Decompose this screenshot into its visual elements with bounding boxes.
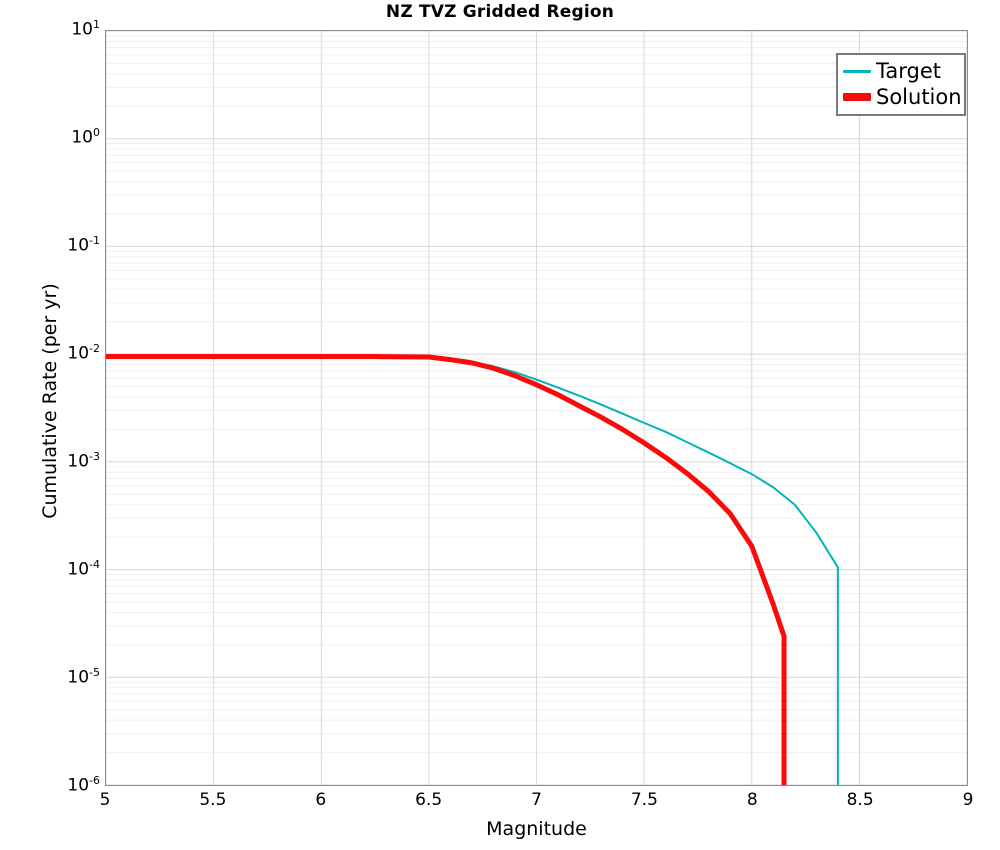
x-tick-label: 7 xyxy=(531,790,542,810)
y-tick-label: 100 xyxy=(71,126,100,148)
x-tick-label: 6 xyxy=(315,790,327,810)
y-tick-label: 10-1 xyxy=(67,234,100,256)
data-curves xyxy=(106,354,839,785)
legend-label-target: Target xyxy=(876,59,941,83)
x-tick-label: 8 xyxy=(746,790,758,810)
x-tick-label: 5.5 xyxy=(199,790,227,810)
legend-item-solution: Solution xyxy=(843,84,962,110)
legend-line-swatch-solution xyxy=(843,93,871,101)
legend-line-swatch-target xyxy=(843,69,871,73)
y-tick-label: 10-3 xyxy=(67,450,100,472)
y-tick-label: 10-5 xyxy=(67,666,100,688)
x-tick-label: 5 xyxy=(99,790,111,810)
series-line-target xyxy=(106,355,839,785)
plot-area xyxy=(105,30,968,786)
y-tick-label: 10-4 xyxy=(67,558,100,580)
series-line-solution xyxy=(106,354,787,785)
legend-item-target: Target xyxy=(843,58,959,84)
legend-label-solution: Solution xyxy=(876,85,962,109)
x-axis-label: Magnitude xyxy=(486,818,587,840)
x-tick-label: 9 xyxy=(962,790,974,810)
x-tick-label: 7.5 xyxy=(630,790,658,810)
chart-legend: Target Solution xyxy=(836,53,966,116)
x-tick-label: 6.5 xyxy=(415,790,443,810)
x-tick-label: 8.5 xyxy=(846,790,874,810)
y-tick-label: 10-2 xyxy=(67,342,100,364)
y-tick-label: 101 xyxy=(71,18,100,40)
page-title: NZ TVZ Gridded Region xyxy=(385,2,615,22)
y-tick-label: 10-6 xyxy=(67,774,100,796)
